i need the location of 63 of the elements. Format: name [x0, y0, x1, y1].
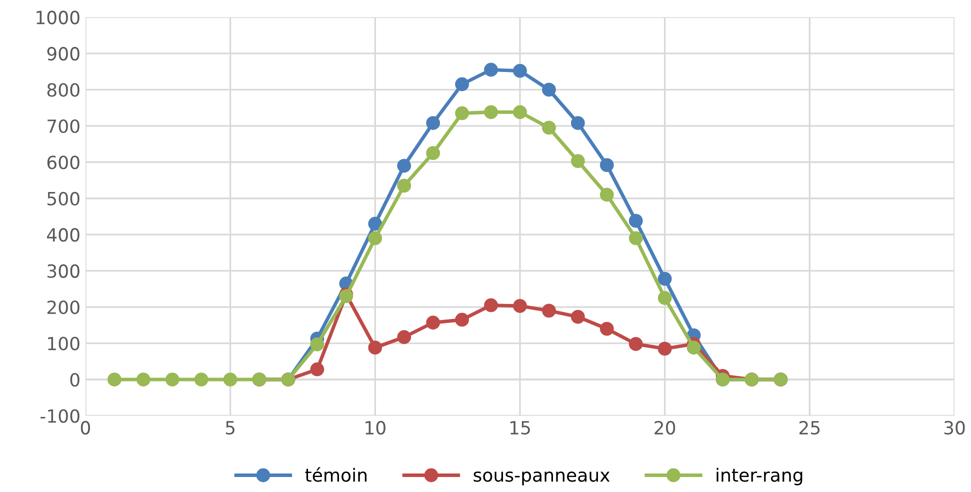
point — [542, 82, 556, 97]
y-tick-label: 200 — [47, 300, 80, 314]
y-tick-label: 100 — [48, 336, 80, 350]
point — [426, 146, 440, 160]
point — [310, 362, 324, 376]
y-tick-label: 600 — [47, 156, 80, 170]
point — [426, 316, 440, 330]
point — [484, 298, 498, 312]
point — [397, 158, 412, 173]
point — [513, 299, 527, 313]
point — [600, 322, 614, 336]
point — [165, 372, 180, 386]
point — [513, 64, 527, 78]
point — [570, 310, 585, 324]
y-tick-label: 300 — [48, 264, 80, 278]
point — [397, 178, 412, 193]
point — [484, 105, 498, 120]
x-tick-label: 30 — [944, 420, 965, 435]
y-tick-label: 400 — [47, 228, 80, 242]
point — [658, 291, 672, 305]
x-tick-label: 5 — [226, 421, 234, 435]
point — [455, 106, 469, 120]
point — [310, 337, 324, 352]
point — [455, 312, 469, 327]
point — [600, 158, 614, 172]
point — [194, 372, 208, 386]
point — [570, 154, 585, 168]
point — [628, 214, 643, 228]
point — [686, 340, 701, 355]
point — [223, 372, 238, 386]
point — [455, 77, 469, 92]
point — [600, 188, 614, 202]
point — [658, 342, 672, 356]
point — [513, 105, 527, 120]
legend-label: inter-rang — [716, 468, 802, 486]
y-tick-label: 900 — [47, 46, 80, 61]
point — [658, 272, 672, 286]
x-tick-label: 15 — [510, 421, 530, 435]
x-tick-label: 10 — [366, 420, 386, 435]
point — [368, 231, 382, 246]
point — [136, 372, 150, 386]
y-tick-label: 0 — [70, 372, 80, 387]
point — [107, 372, 122, 386]
y-tick-label: 800 — [47, 83, 80, 97]
legend-label: témoin — [305, 467, 366, 482]
y-tick-label: -100 — [40, 409, 80, 423]
y-tick-label: 500 — [48, 192, 80, 206]
point — [628, 337, 643, 351]
y-tick-label: 700 — [48, 119, 80, 134]
point — [628, 231, 643, 246]
y-tick-label: 1000 — [36, 10, 80, 24]
point — [368, 340, 382, 355]
point — [368, 216, 382, 231]
point — [542, 304, 556, 318]
x-tick-label: 20 — [654, 420, 676, 435]
x-tick-label: 0 — [80, 420, 90, 435]
point — [570, 116, 585, 130]
point — [426, 116, 440, 130]
point — [484, 62, 498, 77]
x-tick-label: 25 — [799, 420, 820, 435]
legend-label: sous-panneaux — [474, 471, 610, 486]
point — [542, 120, 556, 135]
point — [397, 330, 412, 344]
